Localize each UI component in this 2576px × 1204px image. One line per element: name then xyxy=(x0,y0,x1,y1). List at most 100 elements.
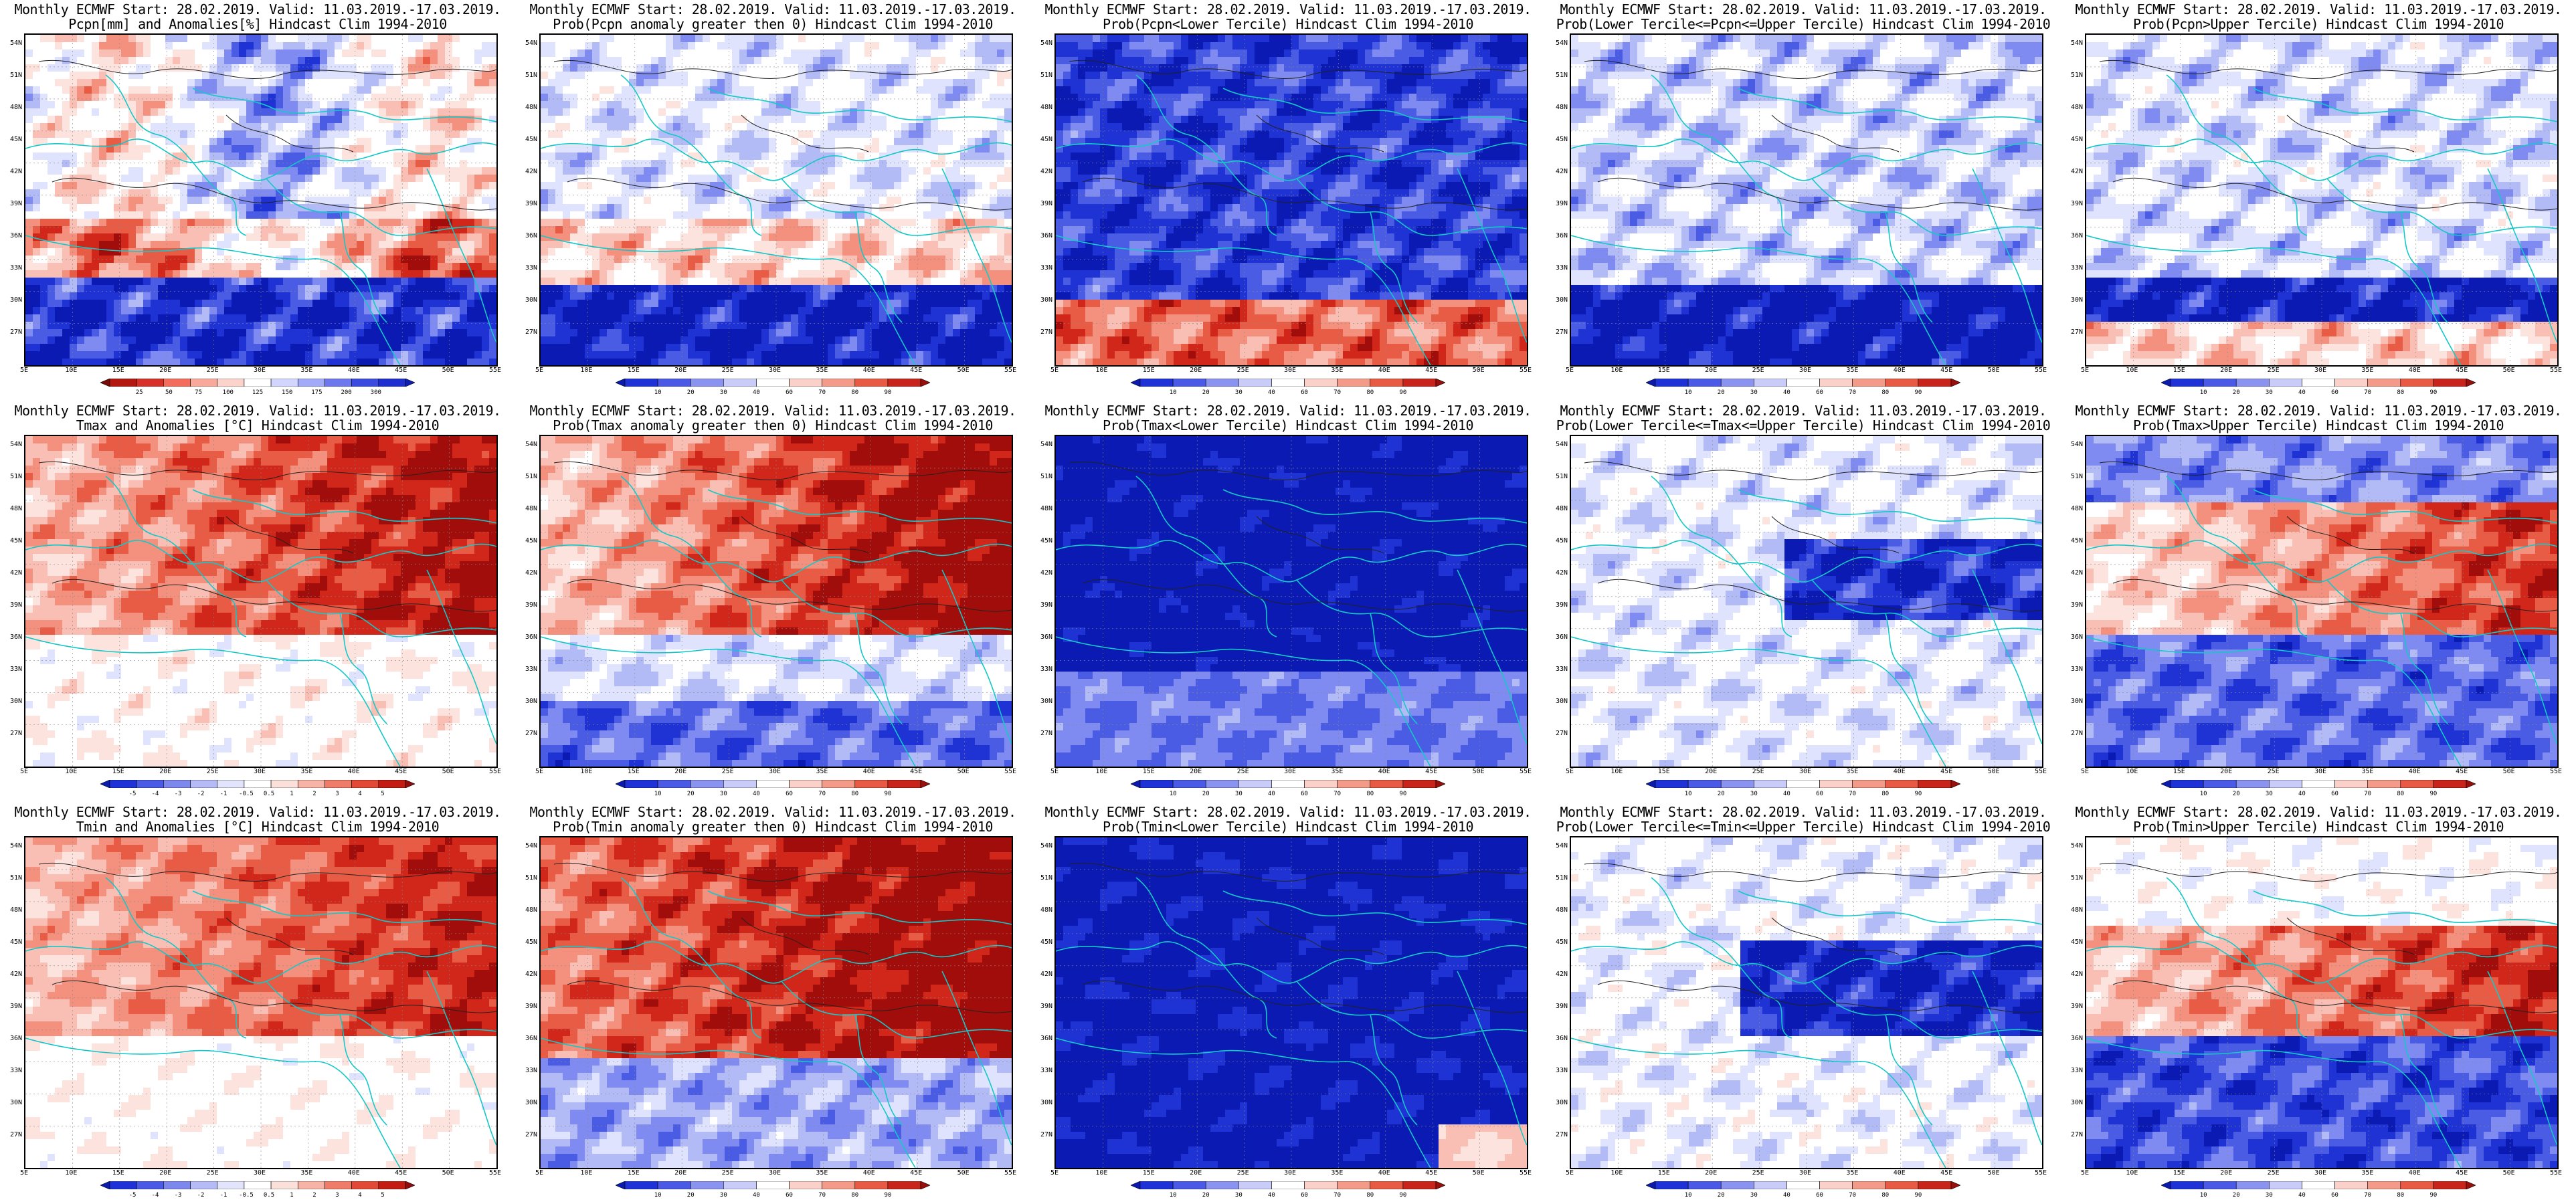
shade-cell xyxy=(136,182,144,190)
shade-cell xyxy=(165,101,173,109)
shade-cell xyxy=(246,189,254,197)
shade-cell xyxy=(224,307,232,315)
shade-cell xyxy=(239,101,247,109)
shade-cell xyxy=(320,130,328,138)
shade-cell xyxy=(879,145,887,153)
shade-cell xyxy=(909,101,917,109)
shade-cell xyxy=(600,101,608,109)
shade-cell xyxy=(776,256,784,264)
shade-cell xyxy=(298,35,306,43)
shade-cell xyxy=(938,123,946,131)
shade-cell xyxy=(864,219,872,227)
shade-cell xyxy=(48,300,56,308)
shade-cell xyxy=(416,145,424,153)
shade-cell xyxy=(305,130,313,138)
shade-cell xyxy=(489,359,496,365)
shade-cell xyxy=(312,182,320,190)
shade-cell xyxy=(644,153,652,161)
shade-cell xyxy=(77,130,85,138)
shade-cell xyxy=(474,226,482,234)
shade-cell xyxy=(739,160,747,168)
shade-cell xyxy=(77,292,85,300)
shade-cell xyxy=(909,138,917,146)
shade-cell xyxy=(658,42,666,50)
shade-cell xyxy=(371,351,379,359)
shade-cell xyxy=(312,57,320,65)
shade-cell xyxy=(290,153,298,161)
shade-cell xyxy=(445,270,453,278)
shade-cell xyxy=(909,182,917,190)
shade-cell xyxy=(703,138,711,146)
shade-cell xyxy=(909,130,917,138)
shade-cell xyxy=(416,329,424,337)
shade-cell xyxy=(717,182,725,190)
shade-cell xyxy=(106,160,114,168)
shade-cell xyxy=(732,101,740,109)
shade-cell xyxy=(349,160,357,168)
shade-cell xyxy=(901,211,909,219)
shade-cell xyxy=(445,86,453,94)
shade-cell xyxy=(828,204,836,212)
shade-cell xyxy=(379,278,387,286)
shade-cell xyxy=(489,278,496,286)
shade-cell xyxy=(423,42,431,50)
shade-cell xyxy=(732,153,740,161)
shade-cell xyxy=(452,72,460,80)
shade-cell xyxy=(747,248,755,256)
shade-cell xyxy=(710,182,718,190)
shade-cell xyxy=(577,167,585,175)
shade-cell xyxy=(644,72,652,80)
shade-cell xyxy=(916,108,924,116)
shade-cell xyxy=(298,248,306,256)
shade-cell xyxy=(622,86,630,94)
shade-cell xyxy=(732,219,740,227)
shade-cell xyxy=(703,101,711,109)
shade-cell xyxy=(151,64,159,72)
shade-cell xyxy=(717,248,725,256)
shade-cell xyxy=(48,175,56,183)
shade-cell xyxy=(430,219,438,227)
shade-cell xyxy=(423,197,431,205)
shade-cell xyxy=(482,285,490,293)
shade-cell xyxy=(290,64,298,72)
shade-cell xyxy=(703,49,711,58)
shade-cell xyxy=(460,197,468,205)
shade-cell xyxy=(1004,160,1012,168)
shade-cell xyxy=(312,336,320,344)
shade-cell xyxy=(467,175,475,183)
shade-cell xyxy=(202,263,210,271)
shade-cell xyxy=(33,248,41,256)
shade-cell xyxy=(467,322,475,330)
shade-cell xyxy=(357,351,365,359)
shade-cell xyxy=(474,351,482,359)
shade-cell xyxy=(850,123,858,131)
shade-cell xyxy=(165,300,173,308)
shade-cell xyxy=(62,86,70,94)
shade-cell xyxy=(114,64,122,72)
shade-cell xyxy=(482,49,490,58)
shade-cell xyxy=(629,101,637,109)
shade-cell xyxy=(349,197,357,205)
shade-cell xyxy=(430,211,438,219)
shade-cell xyxy=(401,189,409,197)
shade-cell xyxy=(600,248,608,256)
shade-cell xyxy=(761,204,769,212)
shade-cell xyxy=(975,175,983,183)
shade-cell xyxy=(283,116,291,124)
shade-cell xyxy=(143,130,151,138)
shade-cell xyxy=(563,35,571,43)
shade-cell xyxy=(982,86,990,94)
shade-cell xyxy=(916,160,924,168)
shade-cell xyxy=(349,329,357,337)
shade-cell xyxy=(114,219,122,227)
shade-cell xyxy=(423,35,431,43)
shade-cell xyxy=(84,86,92,94)
shade-cell xyxy=(254,145,262,153)
shade-cell xyxy=(997,123,1005,131)
shade-cell xyxy=(62,263,70,271)
shade-cell xyxy=(48,204,56,212)
shade-cell xyxy=(408,322,416,330)
shade-cell xyxy=(629,64,637,72)
shade-cell xyxy=(658,79,666,87)
shade-cell xyxy=(106,108,114,116)
